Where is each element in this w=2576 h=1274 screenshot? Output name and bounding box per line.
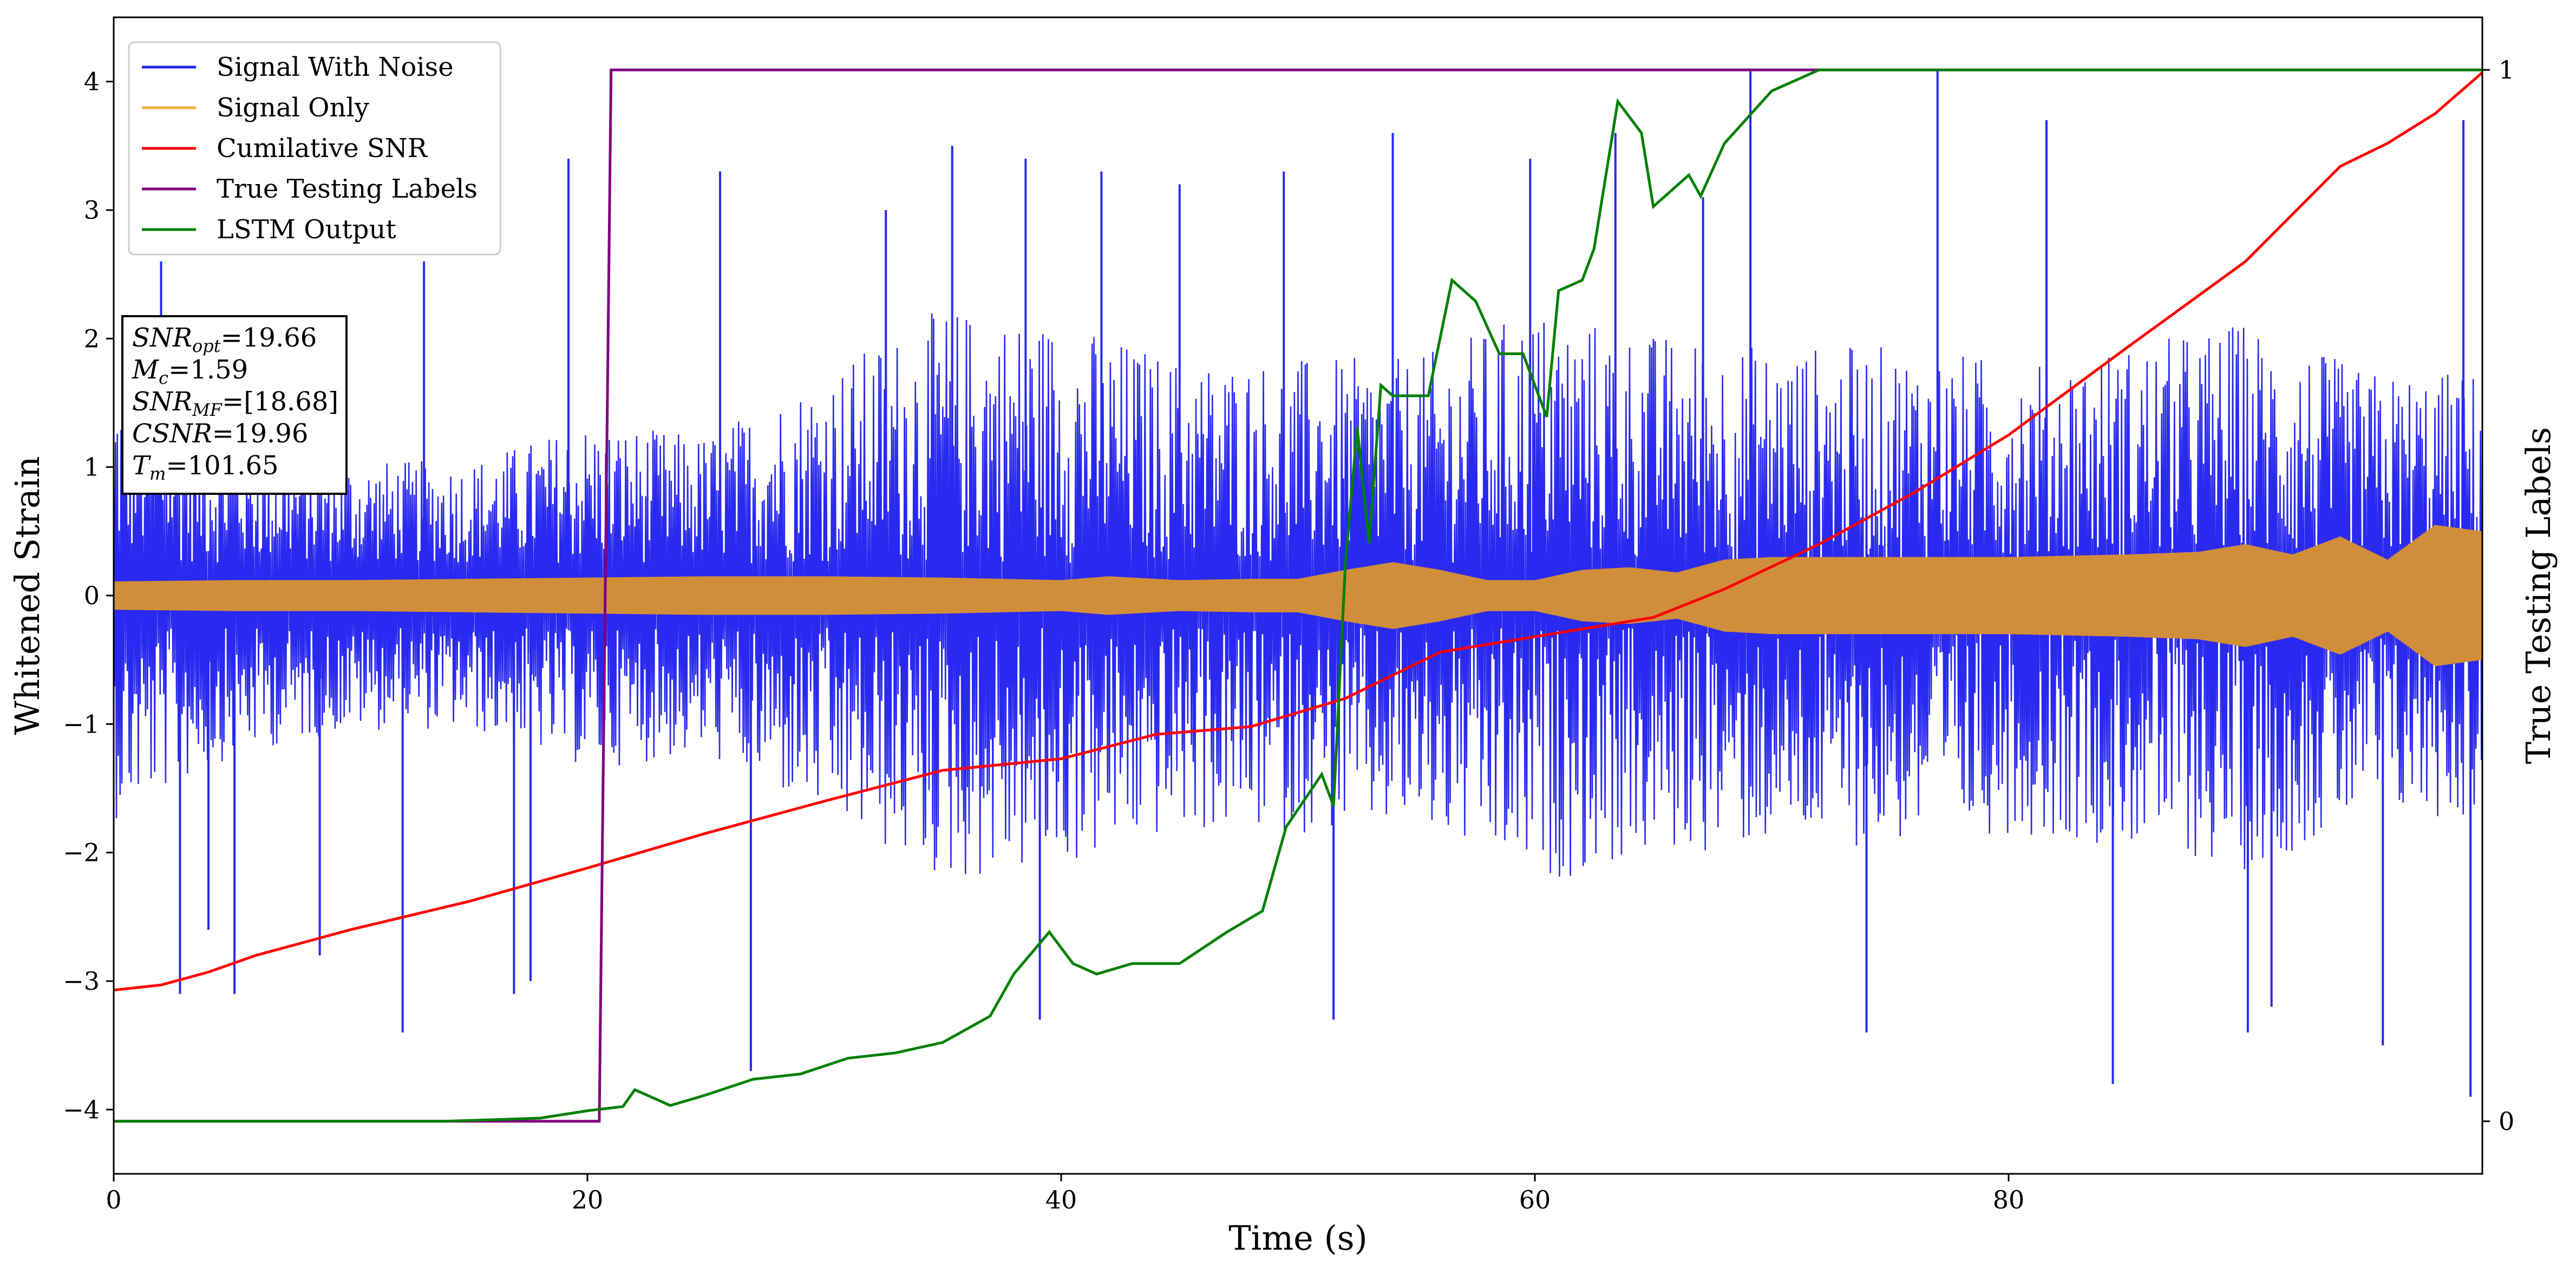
y-axis-title: Whitened Strain <box>8 456 47 735</box>
legend-entry: Signal With Noise <box>217 52 454 82</box>
legend: Signal With Noise Signal Only Cumilative S… <box>128 41 501 256</box>
legend-frame <box>128 41 501 256</box>
y-tick-label: −4 <box>63 1095 100 1124</box>
legend-entry: Cumilative SNR <box>217 133 428 164</box>
x-tick-label: 80 <box>1993 1185 2025 1214</box>
annotation-frame <box>121 315 348 495</box>
series-lstm-output <box>114 68 2482 1123</box>
y-tick-label: 0 <box>84 581 100 610</box>
y2-axis-title: True Testing Labels <box>2519 427 2558 765</box>
series-cumilative-snr <box>114 71 2482 992</box>
x-tick-label: 40 <box>1045 1185 1077 1214</box>
y-tick-label: −2 <box>63 838 100 867</box>
plot-area <box>114 68 2482 1123</box>
y-tick-label: 2 <box>84 324 100 353</box>
y-tick-label: −1 <box>63 709 100 739</box>
y-tick-label: 4 <box>84 67 100 96</box>
series-signal-only <box>114 525 2482 667</box>
annotation-line: SNRopt=19.66 <box>132 323 317 356</box>
annotation-line: SNRMF=[18.68] <box>132 387 338 420</box>
x-tick-label: 0 <box>106 1185 121 1214</box>
annotation-line: Tm=101.65 <box>132 450 279 484</box>
x-axis-title: Time (s) <box>1228 1218 1368 1258</box>
y-tick-label: 1 <box>84 453 100 482</box>
parameter-annotation-box: SNRopt=19.66Mc=1.59SNRMF=[18.68]CSNR=19.… <box>121 315 348 495</box>
legend-entry: LSTM Output <box>217 214 396 245</box>
y-tick-label: −3 <box>63 966 100 996</box>
y2-tick-label: 0 <box>2499 1107 2514 1136</box>
legend-entry: True Testing Labels <box>217 174 478 204</box>
y2-tick-label: 1 <box>2499 55 2514 84</box>
y-tick-label: 3 <box>84 195 100 225</box>
legend-entry: Signal Only <box>217 93 369 123</box>
annotation-line: CSNR=19.96 <box>132 419 308 449</box>
x-tick-label: 20 <box>572 1185 604 1214</box>
annotation-line: Mc=1.59 <box>132 355 248 388</box>
x-tick-label: 60 <box>1519 1185 1551 1214</box>
